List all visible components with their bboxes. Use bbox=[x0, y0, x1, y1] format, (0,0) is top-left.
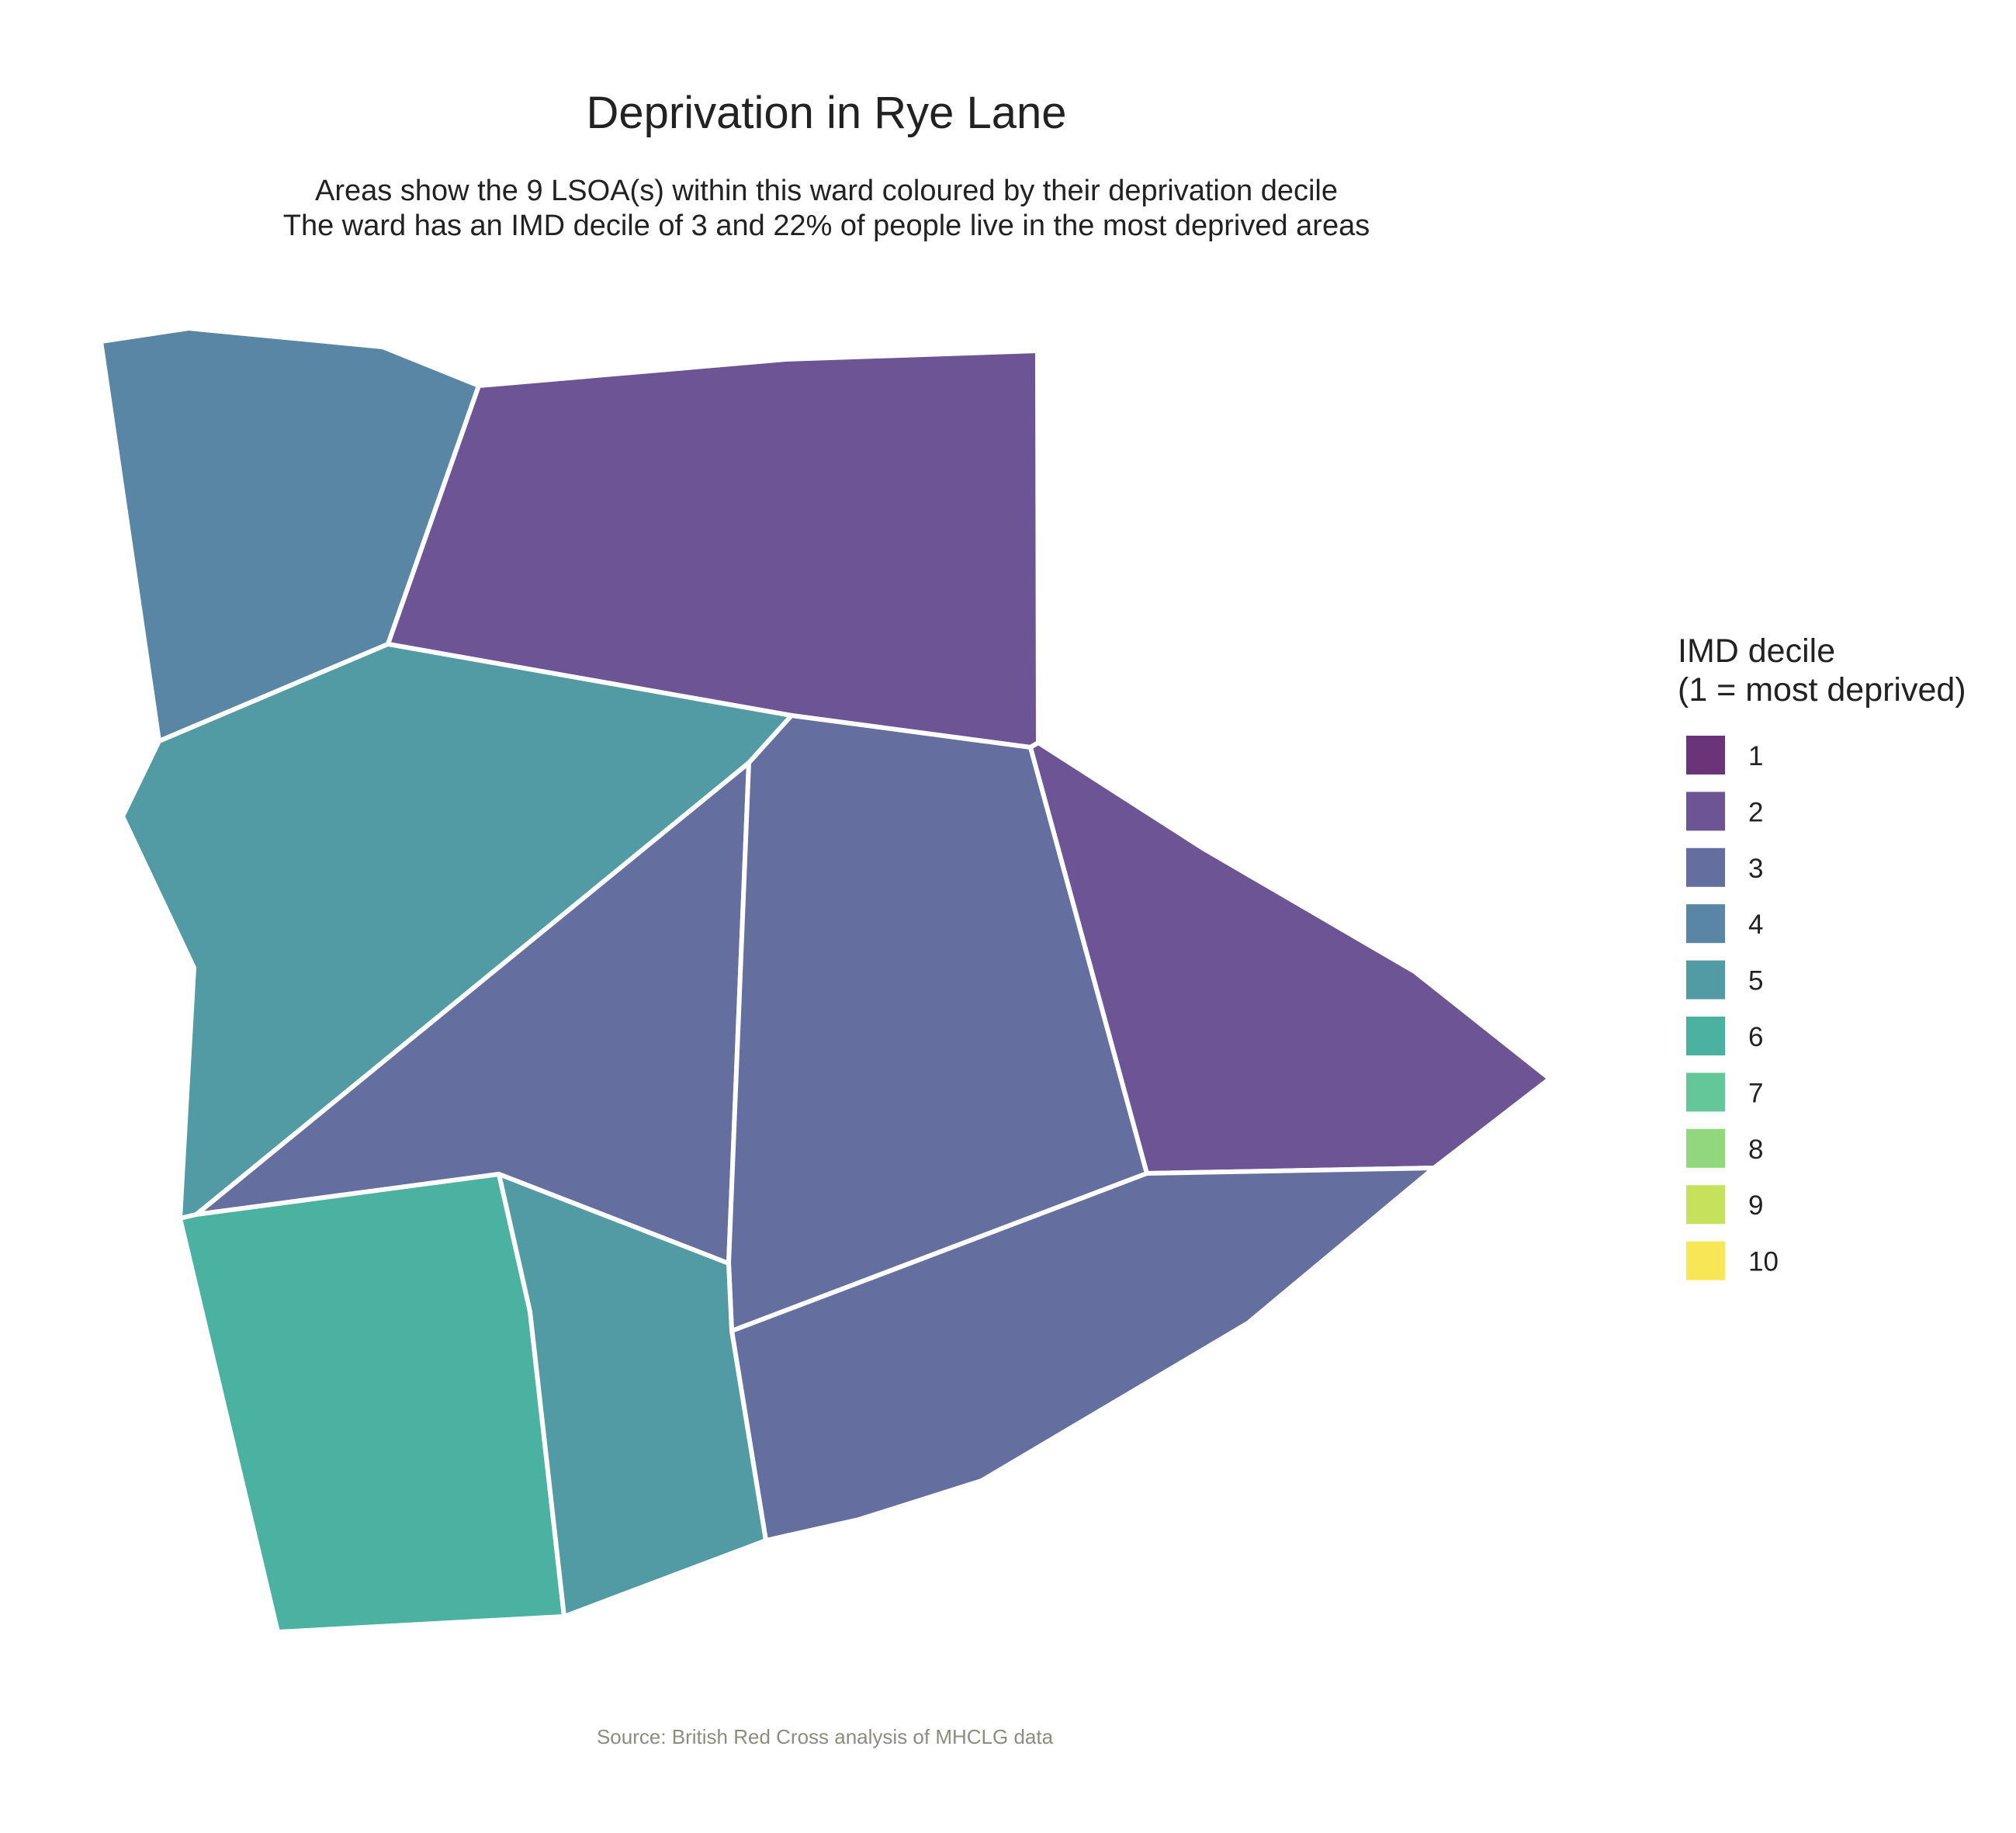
legend-swatch-10 bbox=[1686, 1241, 1725, 1280]
legend-swatch-2 bbox=[1686, 792, 1725, 831]
legend-title-line-1: IMD decile bbox=[1678, 632, 1835, 670]
legend-label-7: 7 bbox=[1748, 1078, 1763, 1108]
legend-swatch-3 bbox=[1686, 847, 1725, 887]
lsoa-area-south-west bbox=[178, 1172, 566, 1634]
legend-label-4: 4 bbox=[1748, 910, 1763, 940]
lsoa-area-south bbox=[497, 1172, 768, 1619]
legend-swatch-5 bbox=[1686, 960, 1725, 1000]
source-caption: Source: British Red Cross analysis of MH… bbox=[597, 1725, 1054, 1748]
map-subtitle-line-2: The ward has an IMD decile of 3 and 22% … bbox=[283, 210, 1370, 242]
legend-label-10: 10 bbox=[1748, 1247, 1779, 1277]
legend-label-5: 5 bbox=[1748, 966, 1763, 996]
legend-label-9: 9 bbox=[1748, 1190, 1763, 1221]
legend-label-8: 8 bbox=[1748, 1135, 1763, 1165]
legend-swatch-7 bbox=[1686, 1072, 1725, 1112]
legend-swatch-1 bbox=[1686, 736, 1725, 774]
map-title: Deprivation in Rye Lane bbox=[586, 88, 1066, 138]
lsoa-areas bbox=[99, 326, 1552, 1634]
legend-swatch-8 bbox=[1686, 1128, 1725, 1168]
map-subtitle-line-1: Areas show the 9 LSOA(s) within this war… bbox=[315, 175, 1338, 207]
legend-label-6: 6 bbox=[1748, 1022, 1763, 1052]
legend-title-line-2: (1 = most deprived) bbox=[1678, 671, 1966, 709]
legend-label-2: 2 bbox=[1748, 797, 1763, 827]
legend-items: 1 2 3 4 5 6 7 8 9 10 bbox=[1686, 736, 1779, 1280]
map-legend: IMD decile (1 = most deprived) 1 2 3 4 5 6 7 8 9… bbox=[1678, 632, 1966, 1280]
legend-label-3: 3 bbox=[1748, 854, 1763, 884]
legend-label-1: 1 bbox=[1748, 741, 1763, 771]
legend-swatch-9 bbox=[1686, 1185, 1725, 1225]
legend-swatch-4 bbox=[1686, 904, 1725, 944]
legend-swatch-6 bbox=[1686, 1017, 1725, 1055]
